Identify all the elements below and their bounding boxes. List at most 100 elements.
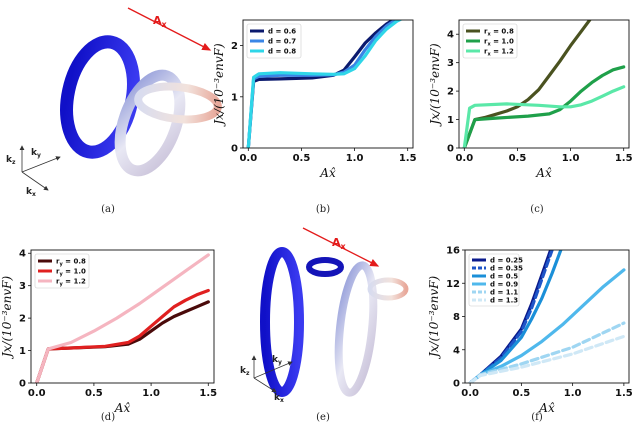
series-line-2 [462, 65, 626, 148]
kz-label: kz [240, 366, 250, 377]
y-tick-label: 3 [19, 281, 26, 292]
x-tick-label: 1.0 [142, 388, 160, 399]
legend-label: d = 0.9 [490, 281, 518, 289]
legend-label: d = 0.7 [268, 38, 296, 46]
y-axis-label: Jx/(10⁻³envF) [427, 276, 441, 361]
caption-b: (b) [316, 204, 330, 215]
small-blue-ring-shape [306, 257, 344, 277]
y-tick-label: 4 [453, 345, 460, 356]
field-label: Ax [332, 236, 347, 251]
legend-label: d = 0.8 [268, 48, 296, 56]
x-tick-label: 0.5 [513, 388, 531, 399]
y-tick-label: 16 [446, 246, 460, 257]
y-tick-label: 1 [447, 115, 454, 126]
field-arrow [127, 7, 212, 51]
legend-label: d = 0.6 [268, 28, 296, 36]
peach-ring-shape [134, 82, 222, 124]
y-tick-label: 2 [231, 41, 238, 52]
y-tick-label: 3 [447, 58, 454, 69]
y-tick-label: 0 [19, 379, 26, 390]
x-axis-label: Ax̂ [114, 401, 131, 415]
y-tick-label: 1 [231, 92, 238, 103]
blue-ring-shape [260, 247, 304, 397]
legend-label: rx = 0.8 [484, 28, 514, 38]
series-line-1 [246, 20, 396, 148]
plot-frame [458, 19, 630, 149]
series-line-5 [468, 321, 626, 383]
caption-f: (f) [531, 412, 543, 423]
series-group [35, 253, 210, 383]
series-group [246, 20, 403, 148]
field-label: Ax [153, 14, 168, 29]
y-axis-label: Jx/(10⁻³envF) [0, 276, 14, 361]
y-tick-label: 0 [231, 144, 238, 155]
k-axes: kz ky kx [240, 355, 293, 404]
legend-label: d = 0.25 [490, 257, 523, 265]
x-tick-label: 1.0 [346, 153, 364, 164]
chart-d: 0.0 0.5 1.0 1.5 0 1 2 3 4 Ax̂ Jx/(10⁻³envF) ry = 0.… [0, 249, 217, 415]
legend: ry = 0.8ry = 1.0ry = 1.2 [34, 253, 90, 289]
peach-ring-shape [367, 277, 409, 301]
y-tick-label: 0 [453, 379, 460, 390]
x-tick-label: 0.0 [455, 153, 473, 164]
x-tick-label: 0.5 [85, 388, 103, 399]
panel-a-illustration: Ax kz ky kx [6, 7, 222, 198]
x-axis-label: Ax̂ [535, 166, 552, 180]
legend-label: ry = 1.2 [56, 278, 86, 288]
x-tick-label: 0.5 [509, 153, 527, 164]
legend: d = 0.6 d = 0.7 d = 0.8 [246, 23, 302, 59]
y-tick-label: 4 [447, 30, 454, 41]
ky-label: ky [272, 355, 282, 366]
legend-label: ry = 0.8 [56, 258, 86, 268]
y-tick-label: 2 [19, 314, 26, 325]
x-axis-label: Ax̂ [319, 166, 336, 180]
plot-frame [242, 19, 414, 149]
glass-ring-shape [334, 261, 378, 397]
caption-d: (d) [101, 412, 115, 423]
kx-label: kx [274, 393, 284, 404]
legend-label: d = 0.5 [490, 273, 518, 281]
legend-label: rx = 1.2 [484, 48, 514, 58]
x-tick-label: 0.0 [28, 388, 46, 399]
ky-label: ky [31, 148, 41, 159]
plot-frame [30, 249, 215, 384]
legend: rx = 0.8rx = 1.0rx = 1.2 [462, 23, 518, 59]
legend-label: d = 1.3 [490, 297, 518, 305]
legend-label: d = 0.35 [490, 265, 523, 273]
series-line-3 [246, 20, 403, 148]
series-line-3 [462, 85, 626, 148]
caption-e: (e) [316, 412, 330, 423]
legend-label: rx = 1.0 [484, 38, 514, 48]
y-tick-label: 12 [446, 279, 460, 290]
series-group [462, 20, 626, 148]
field-arrow [302, 227, 380, 267]
legend-label: ry = 1.0 [56, 268, 86, 278]
series-group [468, 250, 626, 383]
y-tick-label: 8 [453, 312, 460, 323]
legend-label: d = 1.1 [490, 289, 518, 297]
x-tick-label: 0.0 [461, 388, 479, 399]
y-tick-label: 1 [19, 346, 26, 357]
series-line-3 [35, 253, 210, 383]
x-tick-label: 1.0 [562, 153, 580, 164]
kz-label: kz [6, 155, 16, 166]
x-tick-label: 1.5 [615, 388, 633, 399]
series-line-4 [468, 268, 626, 383]
y-axis-label: Jx/(10⁻³envF) [212, 43, 226, 128]
caption-a: (a) [101, 204, 115, 215]
caption-c: (c) [530, 204, 544, 215]
x-tick-label: 0.5 [293, 153, 311, 164]
x-tick-label: 1.5 [615, 153, 633, 164]
y-tick-label: 0 [447, 144, 454, 155]
x-axis-label: Ax̂ [538, 401, 555, 415]
glass-ring-shape [114, 69, 186, 177]
x-tick-label: 1.0 [564, 388, 582, 399]
series-line-6 [468, 334, 626, 383]
y-tick-label: 4 [19, 249, 26, 260]
x-tick-label: 1.5 [399, 153, 417, 164]
kx-label: kx [26, 187, 36, 198]
chart-f: 0.0 0.5 1.0 1.5 0 4 8 12 16 Ax̂ Jx/(10⁻³envF) d = 0… [427, 246, 633, 416]
